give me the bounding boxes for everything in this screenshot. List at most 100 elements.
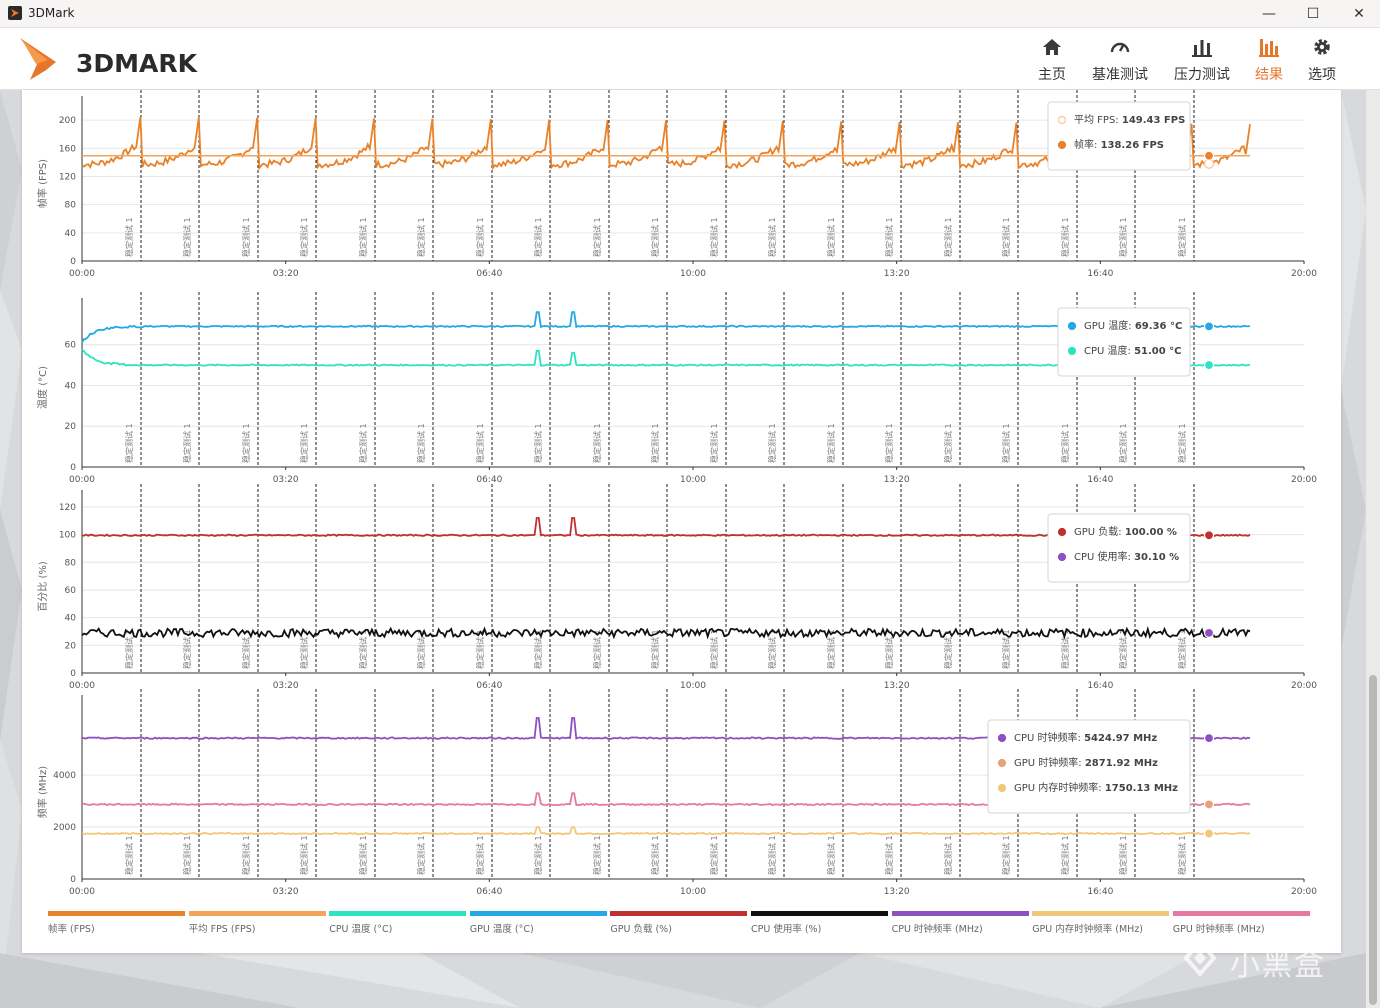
x-tick-label: 13:20 [884,475,910,485]
loop-marker-label: 稳定测试 1 [826,835,836,875]
cursor-dot [1203,321,1215,332]
legend-color-bar [329,911,467,916]
loop-marker-label: 稳定测试 1 [650,217,660,257]
legend-item[interactable]: CPU 时钟频率 (MHz) [891,911,1029,935]
loop-marker-label: 稳定测试 1 [826,423,836,463]
loop-marker-label: 稳定测试 1 [767,629,777,669]
y-tick-label: 200 [59,116,76,126]
gauge-icon [1110,42,1130,53]
tooltip-swatch [1057,115,1067,125]
loop-marker-label: 稳定测试 1 [1177,423,1187,463]
y-tick-label: 0 [70,875,76,885]
nav-benchmarks[interactable]: 基准测试 [1092,36,1148,86]
tooltip-box [1047,101,1191,171]
y-tick-label: 60 [65,586,77,596]
tooltip-box [1057,307,1191,377]
y-axis-label: 百分比 (%) [37,561,49,612]
loop-marker-label: 稳定测试 1 [358,217,368,257]
x-tick-label: 03:20 [273,475,299,485]
bar-chart-icon [1192,40,1212,57]
loop-marker-label: 稳定测试 1 [1001,629,1011,669]
x-tick-label: 16:40 [1087,475,1113,485]
legend-item[interactable]: GPU 负载 (%) [610,911,748,935]
legend-color-bar [48,911,185,916]
x-tick-label: 13:20 [884,269,910,279]
loop-marker-label: 稳定测试 1 [592,423,602,463]
x-tick-label: 00:00 [69,681,95,691]
y-tick-label: 20 [65,641,77,651]
tooltip-swatch [997,733,1007,743]
loop-marker-label: 稳定测试 1 [358,629,368,669]
vertical-scrollbar[interactable] [1366,90,1380,1008]
tooltip-swatch [1067,321,1077,331]
nav-results[interactable]: 结果 [1255,36,1283,86]
chart-3[interactable]: 0 20 40 60 80 100 120 百分比 (%) 00:00 03:20 06:40 10:… [37,484,1317,691]
maximize-button[interactable]: ☐ [1306,6,1320,22]
loop-marker-label: 稳定测试 1 [299,835,309,875]
loop-marker-label: 稳定测试 1 [1060,217,1070,257]
loop-marker-label: 稳定测试 1 [533,423,543,463]
cursor-dot [1203,359,1215,371]
chart-tooltip: GPU 负载: 100.00 % CPU 使用率: 30.10 % [1047,513,1191,583]
loop-marker-label: 稳定测试 1 [533,629,543,669]
3dmark-logo[interactable]: 3DMARK [16,34,216,84]
nav-options[interactable]: 选项 [1308,36,1336,86]
loop-marker-label: 稳定测试 1 [241,629,251,669]
loop-marker-label: 稳定测试 1 [182,835,192,875]
loop-marker-label: 稳定测试 1 [533,835,543,875]
nav-home-label: 主页 [1038,67,1066,83]
loop-marker-label: 稳定测试 1 [475,835,485,875]
legend-item[interactable]: 平均 FPS (FPS) [188,911,326,935]
loop-marker-label: 稳定测试 1 [475,217,485,257]
legend-color-bar [1172,911,1310,916]
loop-marker-label: 稳定测试 1 [884,835,894,875]
loop-marker-label: 稳定测试 1 [884,629,894,669]
scroll-thumb[interactable] [1369,675,1377,1005]
loop-marker-label: 稳定测试 1 [299,629,309,669]
legend-item[interactable]: GPU 内存时钟频率 (MHz) [1032,911,1170,935]
minimize-button[interactable]: — [1262,6,1276,22]
chart-1[interactable]: 0 40 80 120 160 200 帧率 (FPS) 00:00 03:20 06:40 10:… [36,90,1317,279]
loop-marker-label: 稳定测试 1 [592,629,602,669]
x-tick-label: 10:00 [680,269,706,279]
close-button[interactable]: ✕ [1353,6,1365,22]
gear-icon [1314,39,1330,55]
legend-label: 平均 FPS (FPS) [188,924,256,935]
tooltip-swatch [997,783,1007,793]
x-tick-label: 00:00 [69,887,95,897]
loop-marker-label: 稳定测试 1 [358,423,368,463]
y-axis-label: 帧率 (FPS) [36,159,49,208]
loop-marker-label: 稳定测试 1 [1001,423,1011,463]
y-tick-label: 120 [59,503,76,513]
y-tick-label: 60 [65,341,77,351]
loop-marker-label: 稳定测试 1 [1060,629,1070,669]
chart-tooltip: 平均 FPS: 149.43 FPS 帧率: 138.26 FPS [1047,101,1191,171]
loop-marker-label: 稳定测试 1 [124,629,134,669]
x-tick-label: 10:00 [680,681,706,691]
legend-item[interactable]: CPU 使用率 (%) [751,911,888,935]
nav-stress-tests[interactable]: 压力测试 [1174,36,1230,86]
legend-item[interactable]: CPU 温度 (°C) [329,911,467,935]
cursor-dot [1203,828,1215,839]
legend-item[interactable]: 帧率 (FPS) [48,911,185,935]
x-tick-label: 03:20 [273,887,299,897]
loop-marker-label: 稳定测试 1 [943,217,953,257]
x-tick-label: 00:00 [69,269,95,279]
y-tick-label: 0 [70,257,76,267]
x-tick-label: 00:00 [69,475,95,485]
legend-label: CPU 使用率 (%) [751,924,822,935]
chart-2[interactable]: 0 20 40 60 温度 (°C) 00:00 03:20 06:40 10:00 13:20 1… [36,292,1317,485]
legend-label: CPU 时钟频率 (MHz) [891,924,983,935]
loop-marker-label: 稳定测试 1 [1118,423,1128,463]
loop-marker-label: 稳定测试 1 [182,217,192,257]
loop-marker-label: 稳定测试 1 [884,423,894,463]
loop-marker-label: 稳定测试 1 [1060,423,1070,463]
legend-item[interactable]: GPU 温度 (°C) [469,911,607,935]
chart-4[interactable]: 0 2000 4000 频率 (MHz) 00:00 03:20 06:40 10:00 13:… [36,689,1317,897]
loop-marker-label: 稳定测试 1 [1001,217,1011,257]
x-tick-label: 10:00 [680,475,706,485]
legend-item[interactable]: GPU 时钟频率 (MHz) [1172,911,1310,935]
y-axis-label: 频率 (MHz) [36,766,49,818]
nav-home[interactable]: 主页 [1038,36,1066,86]
